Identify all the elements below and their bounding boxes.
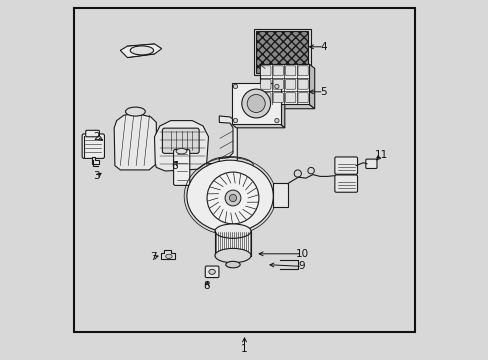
Circle shape xyxy=(247,95,264,113)
Text: 5: 5 xyxy=(320,87,326,97)
Text: 4: 4 xyxy=(320,42,326,52)
Bar xyxy=(231,83,280,124)
Circle shape xyxy=(274,84,279,89)
Polygon shape xyxy=(154,121,208,171)
Polygon shape xyxy=(273,183,287,207)
FancyBboxPatch shape xyxy=(260,93,270,103)
Ellipse shape xyxy=(208,269,215,274)
FancyBboxPatch shape xyxy=(334,175,357,192)
Text: 7: 7 xyxy=(150,252,157,262)
Text: 3: 3 xyxy=(93,171,100,181)
FancyBboxPatch shape xyxy=(260,79,270,89)
Circle shape xyxy=(229,194,236,202)
Ellipse shape xyxy=(130,46,153,55)
FancyBboxPatch shape xyxy=(273,93,283,103)
Ellipse shape xyxy=(225,261,240,268)
Ellipse shape xyxy=(176,149,186,154)
Ellipse shape xyxy=(125,107,145,116)
Circle shape xyxy=(241,89,270,118)
Polygon shape xyxy=(120,44,162,58)
Circle shape xyxy=(274,118,279,123)
Polygon shape xyxy=(259,104,314,109)
Ellipse shape xyxy=(215,224,250,238)
Polygon shape xyxy=(91,157,99,164)
FancyBboxPatch shape xyxy=(285,93,295,103)
FancyBboxPatch shape xyxy=(256,31,308,73)
FancyBboxPatch shape xyxy=(85,130,99,137)
Ellipse shape xyxy=(165,254,172,258)
Ellipse shape xyxy=(215,248,250,263)
FancyBboxPatch shape xyxy=(82,134,104,158)
FancyBboxPatch shape xyxy=(273,79,283,89)
FancyBboxPatch shape xyxy=(365,159,376,168)
Text: 10: 10 xyxy=(295,249,308,259)
FancyBboxPatch shape xyxy=(334,157,357,174)
Text: 6: 6 xyxy=(171,161,177,171)
Circle shape xyxy=(206,172,258,224)
Ellipse shape xyxy=(186,160,273,232)
Circle shape xyxy=(233,84,237,89)
Polygon shape xyxy=(161,250,174,259)
Bar xyxy=(259,64,309,104)
FancyBboxPatch shape xyxy=(285,79,295,89)
Text: 8: 8 xyxy=(203,281,209,291)
FancyBboxPatch shape xyxy=(173,149,189,185)
Bar xyxy=(254,29,310,75)
Polygon shape xyxy=(208,116,237,166)
FancyBboxPatch shape xyxy=(205,266,219,278)
Text: 9: 9 xyxy=(298,261,305,271)
Text: 11: 11 xyxy=(374,150,387,160)
FancyBboxPatch shape xyxy=(273,66,283,76)
Circle shape xyxy=(233,118,237,123)
FancyBboxPatch shape xyxy=(260,66,270,76)
Circle shape xyxy=(224,190,241,206)
Bar xyxy=(215,231,250,256)
FancyBboxPatch shape xyxy=(297,66,307,76)
FancyBboxPatch shape xyxy=(162,128,199,153)
Text: 1: 1 xyxy=(241,344,247,354)
FancyBboxPatch shape xyxy=(297,79,307,89)
Polygon shape xyxy=(280,83,284,128)
FancyBboxPatch shape xyxy=(285,66,295,76)
Polygon shape xyxy=(231,124,284,128)
Polygon shape xyxy=(309,64,314,109)
FancyBboxPatch shape xyxy=(297,93,307,103)
Polygon shape xyxy=(114,113,156,170)
Text: 2: 2 xyxy=(93,132,100,142)
